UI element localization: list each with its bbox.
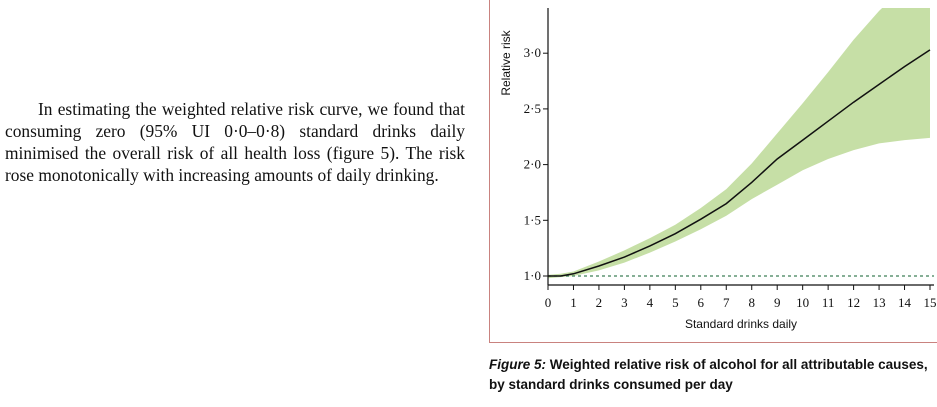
y-tick-label: 1·5 bbox=[524, 212, 541, 227]
x-tick-label: 2 bbox=[596, 295, 603, 310]
x-axis-title: Standard drinks daily bbox=[685, 317, 797, 331]
x-tick-label: 9 bbox=[774, 295, 781, 310]
figure-frame bbox=[489, 0, 937, 343]
body-paragraph: In estimating the weighted relative risk… bbox=[5, 99, 465, 185]
x-tick-label: 12 bbox=[847, 295, 860, 310]
y-tick-label: 2·0 bbox=[524, 157, 541, 172]
x-tick-label: 6 bbox=[698, 295, 705, 310]
y-tick-label: 1·0 bbox=[524, 268, 541, 283]
x-tick-label: 13 bbox=[873, 295, 886, 310]
figure-caption: Figure 5: Weighted relative risk of alco… bbox=[489, 355, 929, 395]
figure-caption-text: Weighted relative risk of alcohol for al… bbox=[489, 357, 928, 392]
y-tick-label: 2·5 bbox=[524, 101, 541, 116]
y-tick-label: 3·0 bbox=[524, 45, 541, 60]
x-tick-label: 11 bbox=[822, 295, 835, 310]
x-tick-label: 8 bbox=[748, 295, 755, 310]
relative-risk-chart: 1·01·52·02·53·00 1 2 3 4 5 6 7 8 9 10 11 12 13 14 15 Re… bbox=[499, 8, 937, 331]
x-tick-label: 0 bbox=[545, 295, 552, 310]
relative-risk-line bbox=[548, 49, 931, 277]
uncertainty-band bbox=[548, 8, 930, 279]
x-tick-label: 4 bbox=[647, 295, 654, 310]
x-tick-label: 10 bbox=[796, 295, 809, 310]
x-tick-label: 7 bbox=[723, 295, 730, 310]
x-tick-label: 14 bbox=[898, 295, 912, 310]
figure-caption-label: Figure 5: bbox=[489, 357, 547, 372]
x-tick-label: 15 bbox=[924, 295, 937, 310]
x-tick-label: 3 bbox=[621, 295, 628, 310]
y-axis-title: Relative risk bbox=[499, 29, 513, 95]
x-tick-label: 1 bbox=[570, 295, 577, 310]
x-tick-label: 5 bbox=[672, 295, 679, 310]
